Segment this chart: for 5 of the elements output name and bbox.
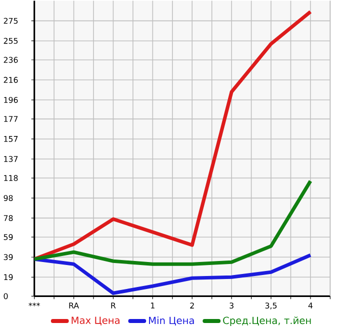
legend-label: Сред.Цена, т.йен [223, 316, 311, 326]
line-series [34, 253, 312, 295]
line-series [34, 179, 312, 266]
legend-label: Min Цена [149, 316, 194, 326]
legend-label: Max Цена [72, 316, 120, 326]
